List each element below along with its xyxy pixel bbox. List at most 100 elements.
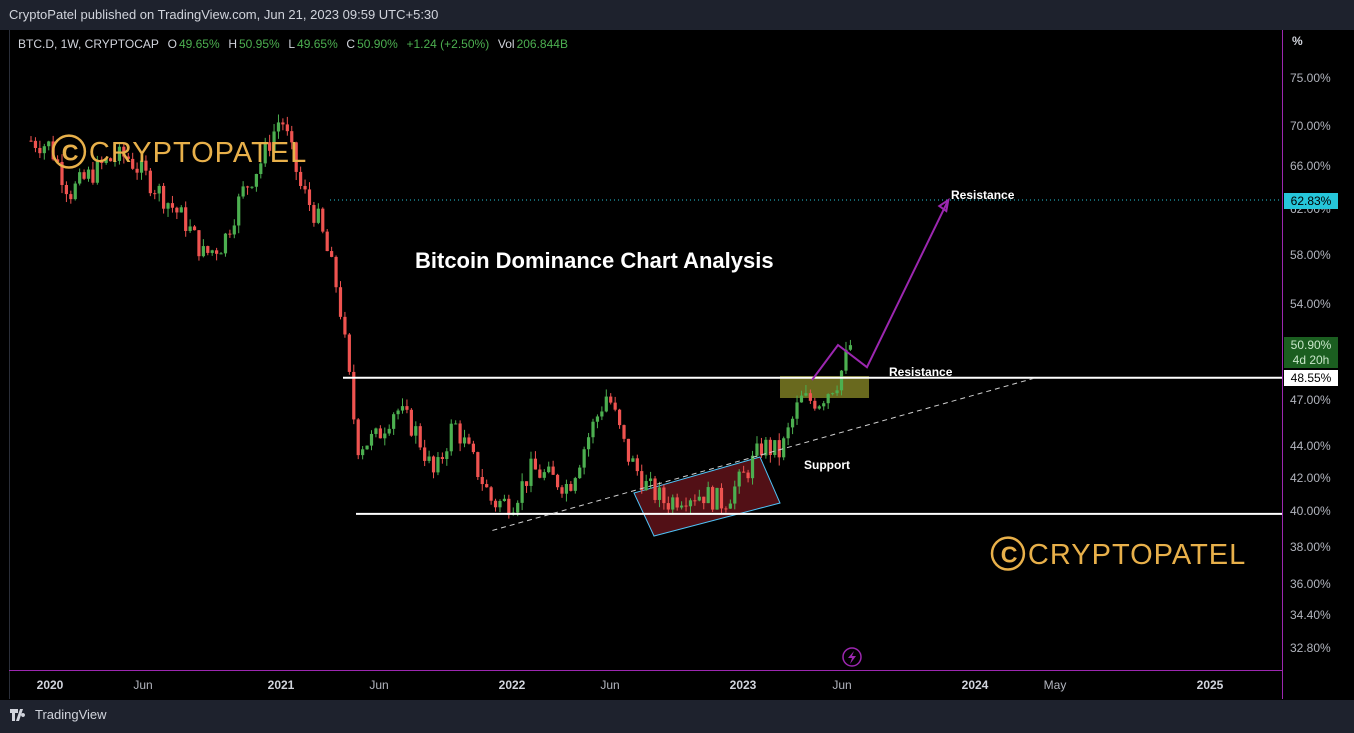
y-tick-label: 75.00% xyxy=(1290,71,1331,85)
watermark-top-logo-mark: C xyxy=(62,140,79,166)
chart-left-border xyxy=(9,30,10,699)
y-tick-label: 40.00% xyxy=(1290,504,1331,519)
candle-body xyxy=(742,471,746,473)
high-label: H xyxy=(228,37,237,51)
candle-body xyxy=(591,421,595,438)
candle-body xyxy=(640,471,644,491)
candle-body xyxy=(232,225,236,235)
candle-body xyxy=(126,156,130,159)
published-text: CryptoPatel published on TradingView.com… xyxy=(9,7,439,22)
candle-body xyxy=(719,487,724,509)
candle-body xyxy=(400,406,405,411)
candle-body xyxy=(33,140,38,148)
candle-body xyxy=(82,172,86,179)
candle-body xyxy=(564,484,569,494)
candle-body xyxy=(578,467,582,479)
candle-body xyxy=(773,440,777,455)
candle-body xyxy=(649,478,653,482)
x-tick-label: May xyxy=(1043,678,1067,692)
candle-body xyxy=(476,452,480,478)
candle-body xyxy=(790,418,795,428)
x-tick-label: 2023 xyxy=(729,678,757,692)
y-tick-label: 47.00% xyxy=(1290,393,1331,408)
candle-body xyxy=(55,159,60,162)
candle-body xyxy=(595,416,600,422)
candle-body xyxy=(822,403,826,407)
tradingview-logo[interactable]: TradingView xyxy=(10,707,107,722)
candle-body xyxy=(347,334,351,372)
candle-body xyxy=(396,410,400,415)
candle-body xyxy=(560,487,564,494)
candle-body xyxy=(835,390,839,394)
chart-area[interactable] xyxy=(9,30,1282,670)
candle-body xyxy=(86,169,91,179)
tradingview-brand: TradingView xyxy=(35,707,107,722)
candle-body xyxy=(334,256,338,288)
candle-body xyxy=(600,411,604,417)
symbol-info[interactable]: BTC.D, 1W, CRYPTOCAP xyxy=(18,37,159,51)
x-tick-label: Jun xyxy=(369,678,389,692)
candle-body xyxy=(657,487,662,500)
candle-body xyxy=(369,433,374,446)
candle-body xyxy=(91,169,95,183)
candle-body xyxy=(617,409,622,426)
candle-body xyxy=(609,396,613,403)
candle-body xyxy=(604,396,608,412)
candle-body xyxy=(321,208,325,232)
y-tick-label: 58.00% xyxy=(1290,248,1331,263)
candle-body xyxy=(427,456,431,461)
volume-value: 206.844B xyxy=(516,37,568,51)
y-tick-label: 66.00% xyxy=(1290,159,1331,174)
candle-body xyxy=(844,349,848,371)
chart-title: Bitcoin Dominance Chart Analysis xyxy=(415,248,774,273)
high-value: 50.95% xyxy=(238,37,280,51)
candle-body xyxy=(392,414,396,429)
y-tick-label: 54.00% xyxy=(1290,297,1331,312)
candle-body xyxy=(108,158,113,162)
candle-body xyxy=(241,186,245,197)
candle-body xyxy=(245,186,250,188)
watermark-top: CRYPTOPATEL xyxy=(89,137,307,169)
scale-unit-button[interactable]: % xyxy=(1292,34,1303,48)
candle-body xyxy=(170,203,175,208)
watermark-bottom-logo-ring xyxy=(990,536,1026,571)
footer-bar xyxy=(0,700,1354,733)
candle-body xyxy=(387,428,391,434)
tradingview-icon xyxy=(10,708,26,721)
candle-body xyxy=(502,498,507,501)
support-label: Support xyxy=(804,458,850,472)
candle-body xyxy=(64,185,69,195)
breakout-zone-box xyxy=(780,376,869,398)
candle-body xyxy=(507,498,511,515)
candle-body xyxy=(299,171,303,186)
candle-body xyxy=(325,231,329,252)
candle-body xyxy=(644,481,648,491)
candle-body xyxy=(166,203,170,209)
time-axis-border xyxy=(9,670,1282,671)
y-tick-label: 34.40% xyxy=(1290,608,1331,623)
candle-body xyxy=(73,183,77,200)
candle-body xyxy=(795,402,799,419)
candle-body xyxy=(210,250,214,253)
publish-header: CryptoPatel published on TradingView.com… xyxy=(0,0,1354,30)
candle-body xyxy=(184,207,188,231)
candle-body xyxy=(454,423,458,425)
watermark-bottom-logo-mark: C xyxy=(1001,542,1018,568)
candle-body xyxy=(555,474,560,488)
candle-body xyxy=(551,466,555,475)
candle-body xyxy=(804,393,808,396)
candle-body xyxy=(831,393,835,395)
candle-body xyxy=(206,246,210,253)
candle-body xyxy=(675,497,679,508)
candle-body xyxy=(78,172,82,184)
candle-body xyxy=(626,438,631,462)
x-tick-label: 2022 xyxy=(498,678,526,692)
candle-body xyxy=(489,487,493,501)
candle-body xyxy=(356,419,360,456)
candle-body xyxy=(533,458,538,470)
candle-body xyxy=(237,196,241,226)
candle-body xyxy=(622,425,626,439)
candle-body xyxy=(414,426,418,436)
candle-body xyxy=(197,230,201,257)
